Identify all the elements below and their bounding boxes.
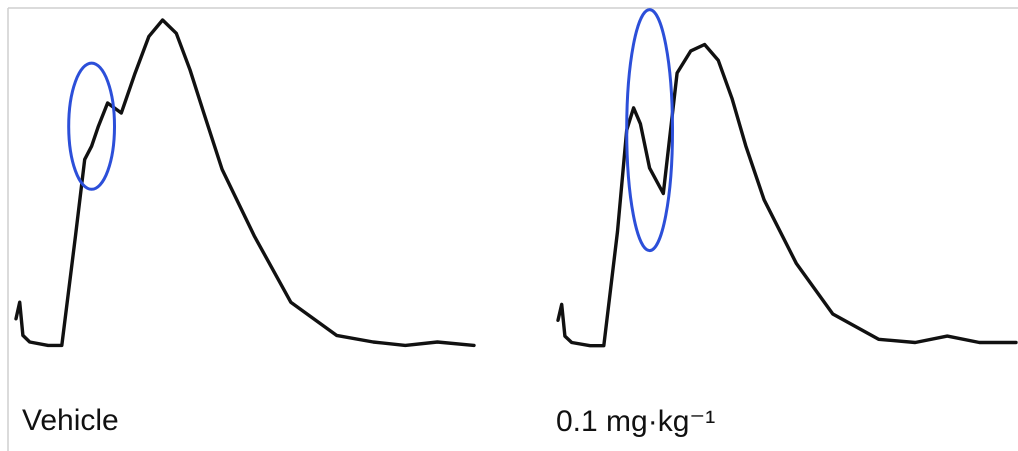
dose-panel-label: 0.1 mg·kg⁻¹ [556, 405, 716, 438]
waveform-trace [14, 18, 476, 348]
waveform-trace [556, 42, 1018, 348]
highlight-ellipse [67, 61, 116, 191]
highlight-ellipse [625, 8, 674, 253]
dose-panel [556, 8, 1018, 348]
vehicle-panel-label: Vehicle [22, 404, 119, 437]
vehicle-panel [14, 18, 476, 348]
